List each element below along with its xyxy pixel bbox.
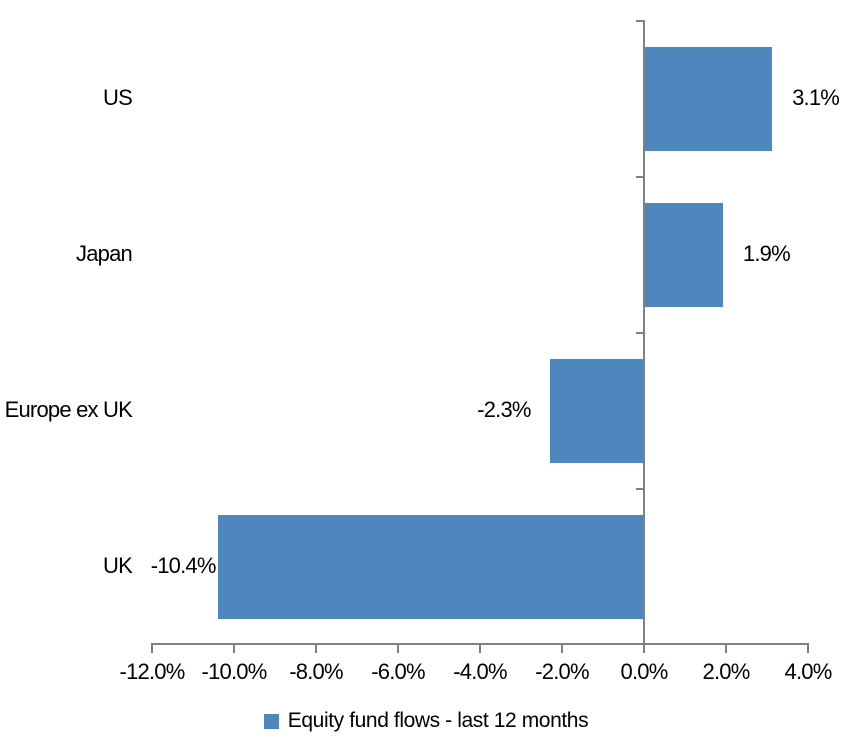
x-axis-tick-label: -4.0% xyxy=(453,659,507,684)
value-label-europe-ex-uk: -2.3% xyxy=(477,397,531,422)
x-axis-tick-label: -12.0% xyxy=(119,659,186,684)
legend: Equity fund flows - last 12 months xyxy=(0,709,852,733)
x-axis-tick xyxy=(233,643,235,653)
x-axis-tick-label: -10.0% xyxy=(201,659,268,684)
y-axis-line xyxy=(643,20,645,653)
x-axis-tick xyxy=(807,643,809,653)
x-axis-tick xyxy=(397,643,399,653)
x-axis-tick xyxy=(151,643,153,653)
x-axis-tick xyxy=(479,643,481,653)
category-label-us: US xyxy=(103,85,133,110)
category-label-japan: Japan xyxy=(76,241,133,266)
x-axis-tick-label: -8.0% xyxy=(289,659,343,684)
category-label-uk: UK xyxy=(103,553,133,578)
value-label-japan: 1.9% xyxy=(742,241,791,266)
x-axis-tick xyxy=(643,643,645,653)
value-label-uk: -10.4% xyxy=(150,553,217,578)
legend-swatch xyxy=(263,713,279,729)
legend-label: Equity fund flows - last 12 months xyxy=(287,709,589,732)
x-axis-tick-label: 4.0% xyxy=(784,659,833,684)
bar-us xyxy=(645,47,773,151)
y-axis-tick xyxy=(636,176,643,178)
bar-uk xyxy=(217,515,644,619)
x-axis-tick-label: 0.0% xyxy=(620,659,669,684)
bar-japan xyxy=(645,203,723,307)
y-axis-tick xyxy=(636,20,643,22)
category-label-europe-ex-uk: Europe ex UK xyxy=(4,397,133,422)
y-axis-tick xyxy=(636,488,643,490)
bar-europe-ex-uk xyxy=(549,359,644,463)
x-axis-tick-label: 2.0% xyxy=(702,659,751,684)
x-axis-tick xyxy=(725,643,727,653)
y-axis-tick xyxy=(636,332,643,334)
x-axis-tick xyxy=(315,643,317,653)
value-label-us: 3.1% xyxy=(792,85,840,110)
x-axis-tick xyxy=(561,643,563,653)
x-axis-tick-label: -6.0% xyxy=(371,659,425,684)
x-axis-tick-label: -2.0% xyxy=(535,659,589,684)
